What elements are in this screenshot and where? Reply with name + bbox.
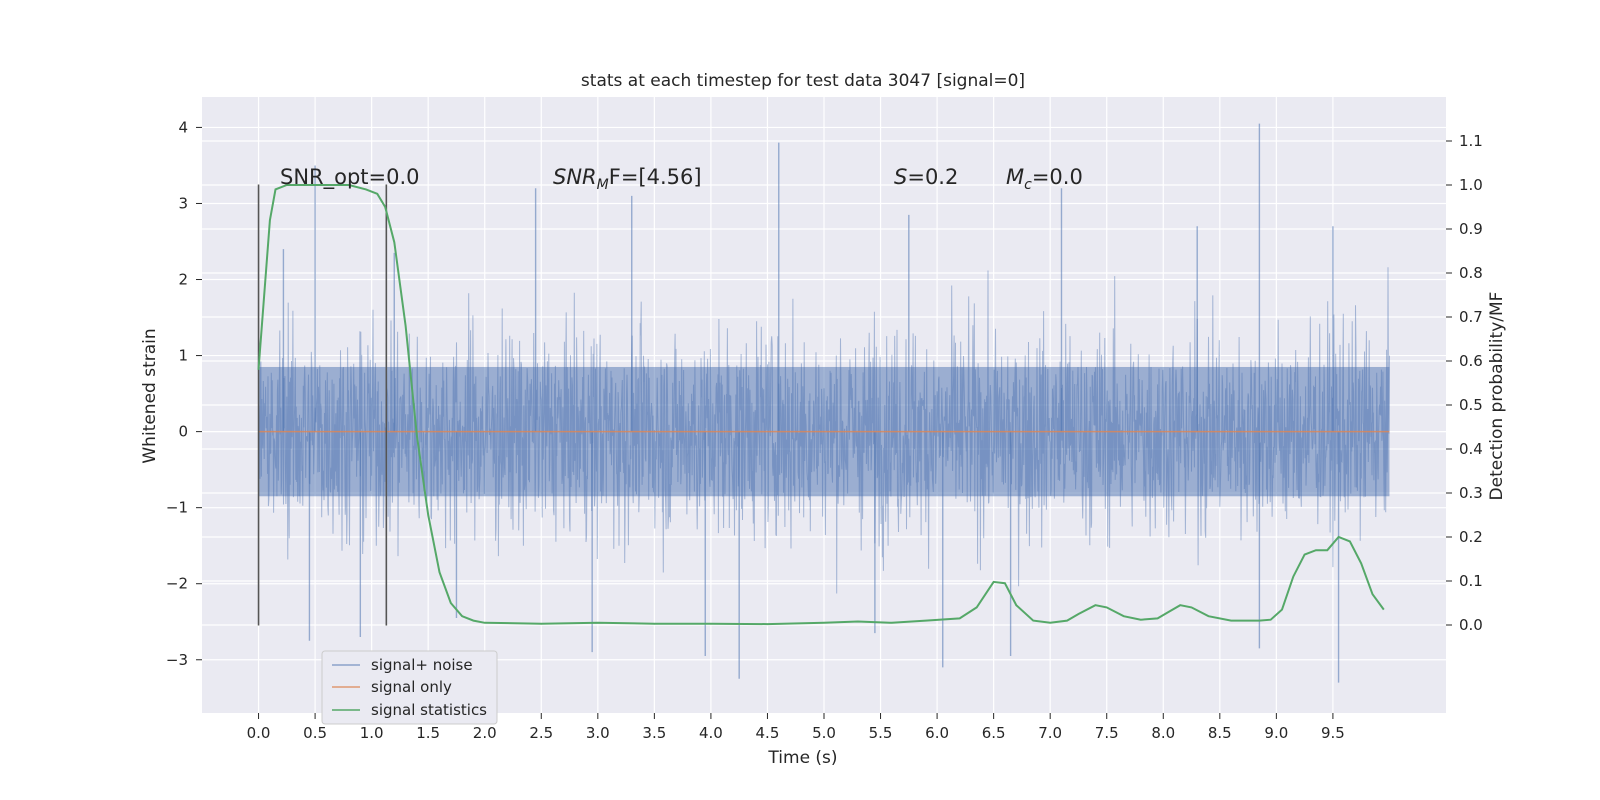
- y2-tick-label: 0.9: [1459, 220, 1483, 238]
- annotation-mc: Mc=0.0: [1006, 165, 1083, 193]
- y2-tick-label: 0.5: [1459, 396, 1483, 414]
- y2-tick-label: 0.3: [1459, 484, 1483, 502]
- y-tick-label: 3: [178, 194, 188, 212]
- vertical-markers: [257, 184, 388, 626]
- y-tick-label: 4: [178, 118, 188, 136]
- x-tick-label: 1.0: [360, 724, 384, 742]
- x-tick-label: 0.0: [247, 724, 271, 742]
- y2-axis-label: Detection probability/MF: [1487, 292, 1507, 501]
- x-tick-label: 3.0: [586, 724, 610, 742]
- x-axis-label: Time (s): [767, 748, 837, 768]
- x-tick-label: 1.5: [416, 724, 440, 742]
- y-axis-label: Whitened strain: [140, 328, 160, 463]
- legend-label-signal-only: signal only: [371, 678, 452, 696]
- y2-tick-label: 0.4: [1459, 440, 1483, 458]
- y2-tick-label: 0.0: [1459, 616, 1483, 634]
- x-tick-label: 9.0: [1264, 724, 1288, 742]
- annotation-s-main: S: [894, 165, 907, 189]
- y-axis-ticks: −3 −2 −1 0 1 2 3 4: [166, 118, 202, 669]
- annotation-snr-mf-tail: F=[4.56]: [609, 165, 702, 189]
- y-tick-label: −3: [166, 651, 188, 669]
- y2-tick-label: 0.2: [1459, 528, 1483, 546]
- x-axis-ticks: 0.0 0.5 1.0 1.5 2.0 2.5 3.0 3.5 4.0 4.5 5.0 5.5 6.0 6…: [247, 713, 1345, 742]
- annotations: SNR_opt=0.0 SNRMF=[4.56] S=0.2 Mc=0.0: [280, 165, 1083, 193]
- annotation-snr-mf: SNRMF=[4.56]: [553, 165, 702, 193]
- annotation-snr-mf-main: SNR: [553, 165, 597, 189]
- chart-title: stats at each timestep for test data 304…: [581, 71, 1025, 91]
- series-signal-statistics: [257, 184, 1385, 626]
- x-tick-label: 4.0: [699, 724, 723, 742]
- x-tick-label: 8.0: [1151, 724, 1175, 742]
- annotation-mc-main: M: [1006, 165, 1024, 189]
- legend-label-signal-noise: signal+ noise: [371, 656, 473, 674]
- annotation-s: S=0.2: [894, 165, 958, 189]
- x-tick-label: 5.0: [812, 724, 836, 742]
- annotation-mc-tail: =0.0: [1032, 165, 1083, 189]
- legend: signal+ noise signal only signal statist…: [321, 650, 498, 725]
- annotation-snr-opt: SNR_opt=0.0: [280, 165, 420, 190]
- x-tick-label: 7.5: [1095, 724, 1119, 742]
- x-tick-label: 8.5: [1208, 724, 1232, 742]
- y-tick-label: 0: [178, 423, 188, 441]
- legend-label-signal-statistics: signal statistics: [371, 701, 487, 719]
- x-tick-label: 3.5: [642, 724, 666, 742]
- x-tick-label: 9.5: [1321, 724, 1345, 742]
- annotation-s-tail: =0.2: [907, 165, 958, 189]
- x-tick-label: 7.0: [1038, 724, 1062, 742]
- y-tick-label: −2: [166, 575, 188, 593]
- y2-axis-ticks: 0.0 0.1 0.2 0.3 0.4 0.5 0.6 0.7 0.8 0.9 1.0 1.1: [1446, 132, 1483, 634]
- x-tick-label: 0.5: [303, 724, 327, 742]
- annotation-snr-mf-sub: M: [597, 177, 609, 193]
- noise-trace: [258, 267, 1390, 594]
- y2-tick-label: 1.0: [1459, 176, 1483, 194]
- y2-tick-label: 0.6: [1459, 352, 1483, 370]
- y-tick-label: 1: [178, 347, 188, 365]
- x-tick-label: 6.0: [925, 724, 949, 742]
- y-tick-label: 2: [178, 271, 188, 289]
- annotation-mc-sub: c: [1024, 177, 1032, 193]
- x-tick-label: 2.5: [529, 724, 553, 742]
- signal-statistics-line: [257, 184, 1385, 626]
- y2-tick-label: 0.8: [1459, 264, 1483, 282]
- y-tick-label: −1: [166, 499, 188, 517]
- x-tick-label: 5.5: [869, 724, 893, 742]
- y2-tick-label: 0.7: [1459, 308, 1483, 326]
- legend-box: [321, 650, 498, 725]
- y2-tick-label: 1.1: [1459, 132, 1483, 150]
- x-tick-label: 4.5: [756, 724, 780, 742]
- x-tick-label: 2.0: [473, 724, 497, 742]
- y2-tick-label: 0.1: [1459, 572, 1483, 590]
- x-tick-label: 6.5: [982, 724, 1006, 742]
